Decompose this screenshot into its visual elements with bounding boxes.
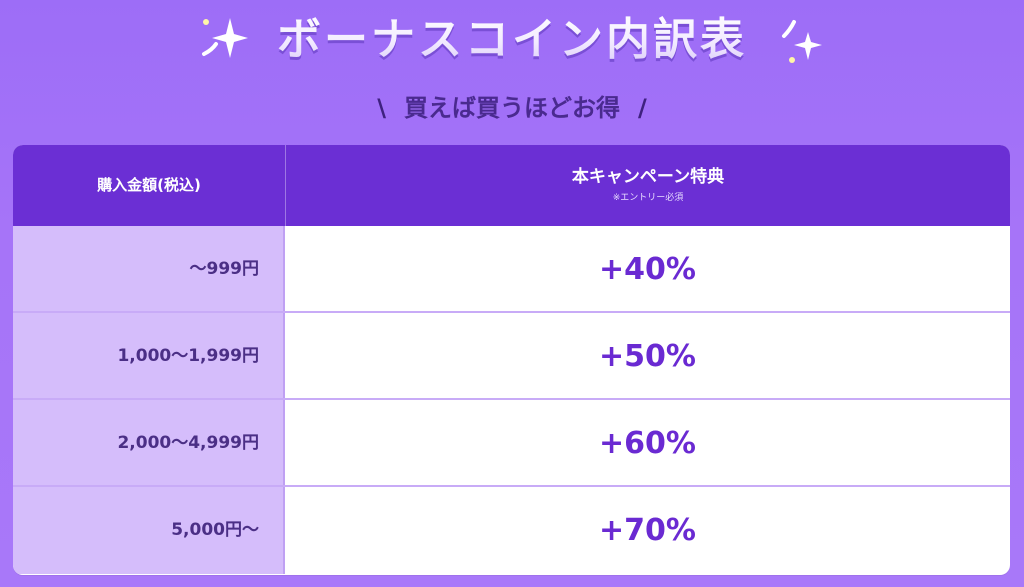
table-row: 2,000〜4,999円 +60%: [13, 400, 1010, 487]
column-header-amount: 購入金額(税込): [13, 145, 286, 226]
row-divider: [13, 398, 1010, 400]
subtitle-right-mark: /: [638, 94, 647, 122]
bonus-table: 購入金額(税込) 本キャンペーン特典 ※エントリー必須 〜999円 +40% 1…: [13, 145, 1010, 575]
amount-cell: 2,000〜4,999円: [13, 400, 285, 487]
amount-cell: 5,000円〜: [13, 487, 285, 574]
bonus-cell: +40%: [599, 252, 696, 287]
row-divider: [13, 311, 1010, 313]
table-row: 〜999円 +40%: [13, 226, 1010, 313]
page-title: ボーナスコイン内訳表: [0, 10, 1024, 70]
bonus-cell: +50%: [599, 339, 696, 374]
subtitle-text: 買えば買うほどお得: [404, 94, 620, 122]
table-header: 購入金額(税込) 本キャンペーン特典 ※エントリー必須: [13, 145, 1010, 226]
column-header-bonus: 本キャンペーン特典 ※エントリー必須: [286, 145, 1010, 226]
column-header-bonus-label: 本キャンペーン特典: [571, 167, 725, 187]
banner-header: ボーナスコイン内訳表 \ 買えば買うほどお得 /: [0, 0, 1024, 145]
table-row: 1,000〜1,999円 +50%: [13, 313, 1010, 400]
bonus-cell: +60%: [599, 426, 696, 461]
table-row: 5,000円〜 +70%: [13, 487, 1010, 574]
amount-cell: 〜999円: [13, 226, 285, 313]
subtitle: \ 買えば買うほどお得 /: [0, 88, 1024, 128]
bonus-cell: +70%: [599, 513, 696, 548]
sparkle-icon: [202, 18, 248, 58]
sparkle-icon: [782, 20, 822, 63]
amount-cell: 1,000〜1,999円: [13, 313, 285, 400]
row-divider: [13, 485, 1010, 487]
entry-required-note: ※エントリー必須: [612, 193, 684, 203]
subtitle-left-mark: \: [377, 94, 386, 122]
